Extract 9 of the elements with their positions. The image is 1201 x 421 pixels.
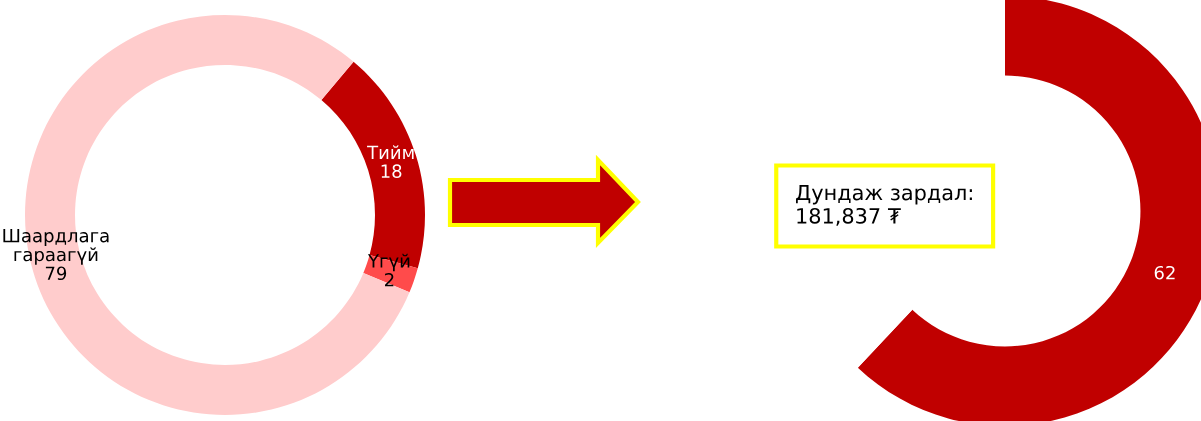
data-label: 2 xyxy=(385,272,394,287)
slice-label: Үгүй xyxy=(367,253,410,272)
slice-label: Шаардлага гараагүй xyxy=(3,228,109,265)
data-label: 62 xyxy=(1154,265,1175,280)
text: Дундаж зардал: 181,837 ₮ xyxy=(796,184,972,226)
data-label: 18 xyxy=(381,164,402,178)
slice-label: Тийм xyxy=(367,145,414,159)
donut-slice xyxy=(363,254,418,293)
data-label: 79 xyxy=(45,266,67,281)
